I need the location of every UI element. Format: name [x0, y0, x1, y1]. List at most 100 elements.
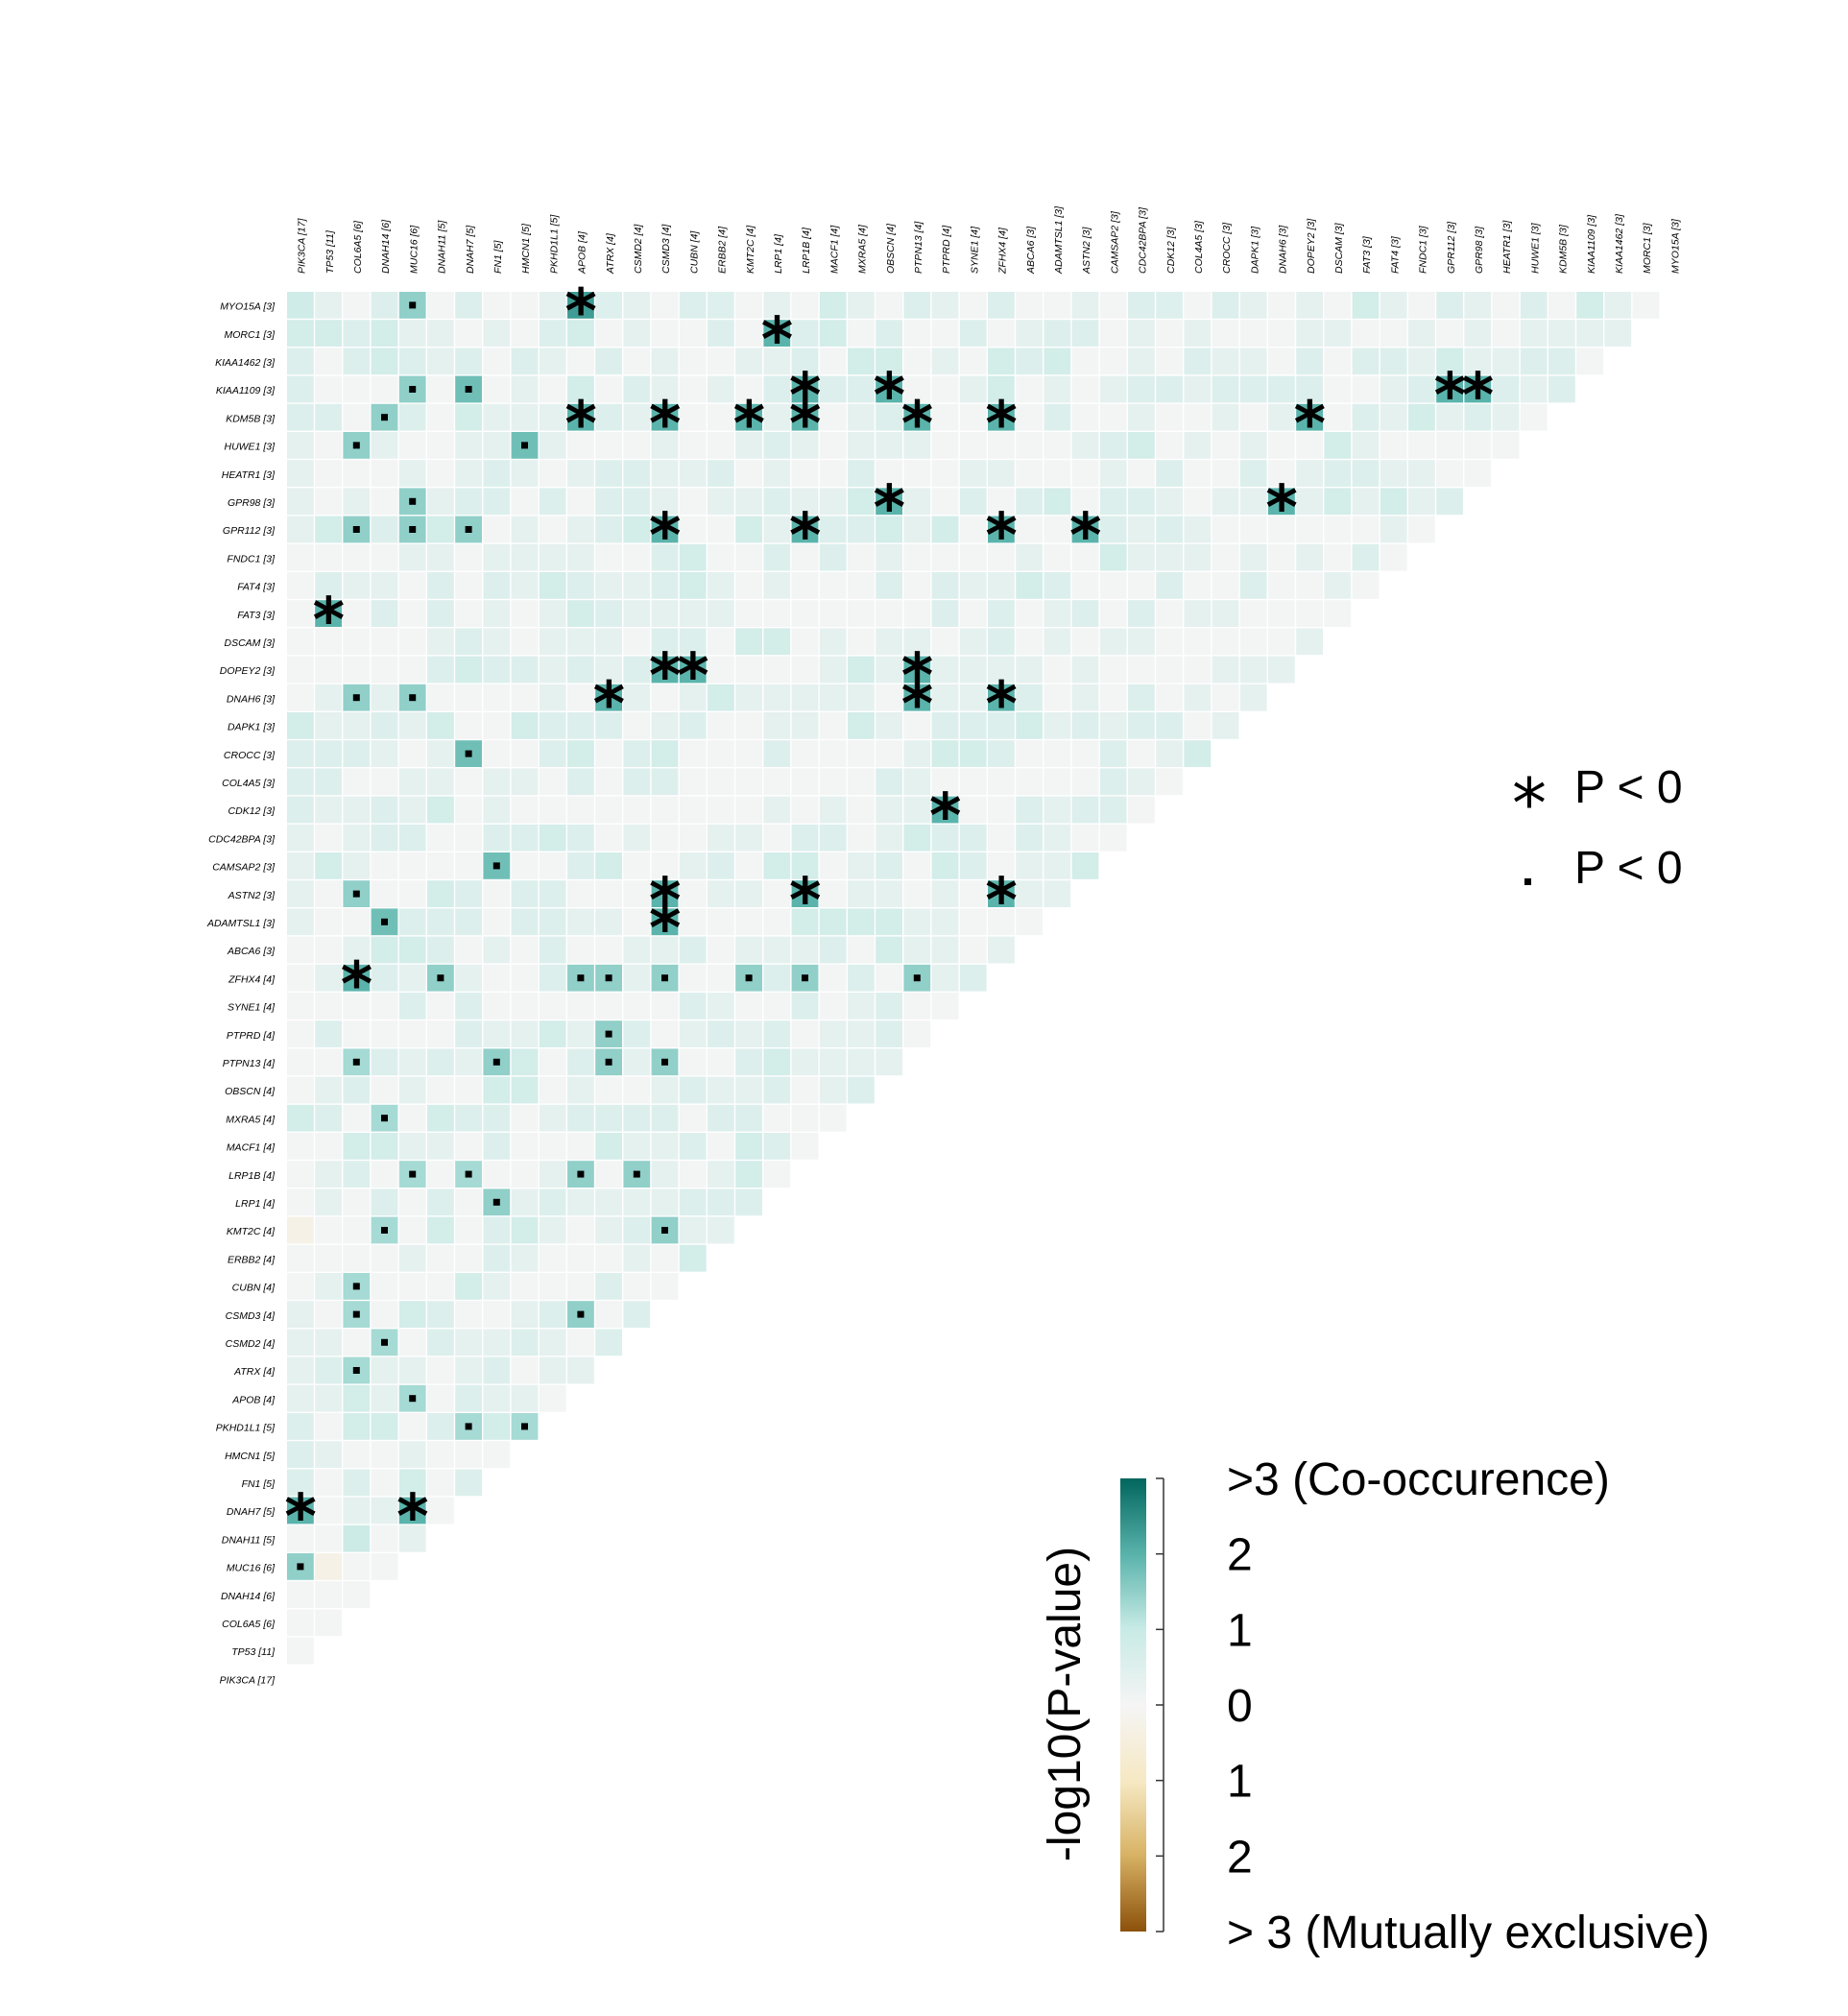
- heatmap-cell: [455, 1356, 482, 1384]
- colorbar-tick-label: 2: [1227, 1832, 1253, 1883]
- heatmap-cell: [287, 1524, 314, 1552]
- heatmap-cell: [988, 292, 1015, 319]
- heatmap-cell: [651, 600, 679, 627]
- heatmap-cell: [567, 993, 594, 1020]
- heatmap-cell: [623, 1301, 651, 1328]
- heatmap-cell: [708, 600, 734, 627]
- heatmap-cell: [511, 1048, 539, 1076]
- column-label: ABCA6 [3]: [1025, 226, 1037, 275]
- heatmap-cell: [1520, 403, 1548, 431]
- heatmap-cell: [1296, 600, 1323, 627]
- heatmap-cell: [623, 572, 651, 599]
- heatmap-cell: [427, 880, 454, 907]
- heatmap-cell: [623, 880, 651, 907]
- heatmap-cell: [1324, 292, 1352, 319]
- heatmap-cell: [595, 348, 622, 375]
- heatmap-cell: [708, 348, 734, 375]
- heatmap-cell: [819, 796, 847, 824]
- heatmap-cell: [679, 852, 707, 879]
- heatmap-cell: [931, 993, 959, 1020]
- heatmap-cell: [371, 1188, 398, 1216]
- heatmap-cell: [315, 432, 342, 459]
- heatmap-cell: [511, 488, 539, 516]
- heatmap-cell: [623, 824, 651, 852]
- heatmap-cell: [511, 348, 539, 375]
- significance-star: *: [677, 641, 708, 712]
- heatmap-cell: [1212, 712, 1239, 739]
- heatmap-cell: [848, 1076, 875, 1104]
- heatmap-cell: [455, 1020, 482, 1047]
- row-label: KIAA1462 [3]: [215, 357, 276, 369]
- heatmap-cell: [988, 375, 1015, 403]
- heatmap-cell: [315, 1581, 342, 1608]
- heatmap-cell: [287, 936, 314, 964]
- heatmap-cell: [763, 488, 791, 516]
- heatmap-cell: [931, 628, 959, 656]
- heatmap-cell: [1099, 375, 1127, 403]
- heatmap-cell: [1071, 516, 1099, 543]
- heatmap-cell: [735, 768, 762, 796]
- heatmap-cell: [315, 572, 342, 599]
- heatmap-cell: [763, 1104, 791, 1132]
- heatmap-cell: [1352, 572, 1380, 599]
- heatmap-cell: [511, 292, 539, 319]
- heatmap-cell: [315, 628, 342, 656]
- heatmap-cell: [511, 768, 539, 796]
- heatmap-cell: [1548, 348, 1575, 375]
- heatmap-cell: [1296, 403, 1323, 431]
- heatmap-cell: [398, 824, 426, 852]
- heatmap-cell: [511, 1244, 539, 1272]
- heatmap-cell: [343, 1104, 371, 1132]
- heatmap-cell: [651, 768, 679, 796]
- heatmap-cell: [735, 880, 762, 907]
- heatmap-cell: [1184, 432, 1212, 459]
- heatmap-cell: [343, 1076, 371, 1104]
- heatmap-cell: [1352, 516, 1380, 543]
- column-label: DNAH6 [3]: [1278, 225, 1289, 274]
- heatmap-cell: [511, 824, 539, 852]
- heatmap-cell: [1156, 684, 1183, 711]
- heatmap-cell: [791, 375, 819, 403]
- heatmap-cell: [988, 320, 1015, 347]
- heatmap-cell: [287, 375, 314, 403]
- heatmap-cell: [903, 292, 931, 319]
- heatmap-cell: [427, 908, 454, 936]
- heatmap-cell: [708, 824, 734, 852]
- heatmap-cell: [595, 1104, 622, 1132]
- heatmap-cell: [287, 993, 314, 1020]
- heatmap-cell: [903, 320, 931, 347]
- heatmap-cell: [708, 768, 734, 796]
- heatmap-cell: [1044, 768, 1071, 796]
- heatmap-cell: [343, 1469, 371, 1497]
- heatmap-cell: [398, 1048, 426, 1076]
- heatmap-cell: [1436, 320, 1463, 347]
- heatmap-cell: [539, 1020, 566, 1047]
- significance-star: *: [1069, 501, 1101, 572]
- heatmap-cell: [708, 628, 734, 656]
- heatmap-cell: [315, 1020, 342, 1047]
- heatmap-cell: [651, 740, 679, 767]
- heatmap-cell: [595, 1188, 622, 1216]
- heatmap-cell: [455, 1188, 482, 1216]
- heatmap-cell: [371, 348, 398, 375]
- heatmap-cell: [287, 1161, 314, 1188]
- row-label: FAT3 [3]: [237, 610, 276, 621]
- heatmap-cell: [931, 908, 959, 936]
- heatmap-cell: [371, 1244, 398, 1272]
- heatmap-cell: [1044, 403, 1071, 431]
- heatmap-cell: [763, 768, 791, 796]
- heatmap-cell: [623, 516, 651, 543]
- heatmap-cell: [567, 1244, 594, 1272]
- heatmap-cell: [931, 320, 959, 347]
- heatmap-cell: [763, 1076, 791, 1104]
- heatmap-cell: [1071, 375, 1099, 403]
- heatmap-cell: [1464, 375, 1492, 403]
- heatmap-cell: [567, 460, 594, 487]
- row-label: CROCC [3]: [224, 750, 276, 761]
- heatmap-cell: [1408, 432, 1435, 459]
- row-label: HUWE1 [3]: [224, 442, 276, 453]
- heatmap-cell: [848, 936, 875, 964]
- colorbar-tick-label: 2: [1227, 1530, 1253, 1581]
- column-label: DNAH7 [5]: [465, 225, 476, 274]
- column-label: KIAA1109 [3]: [1586, 214, 1597, 274]
